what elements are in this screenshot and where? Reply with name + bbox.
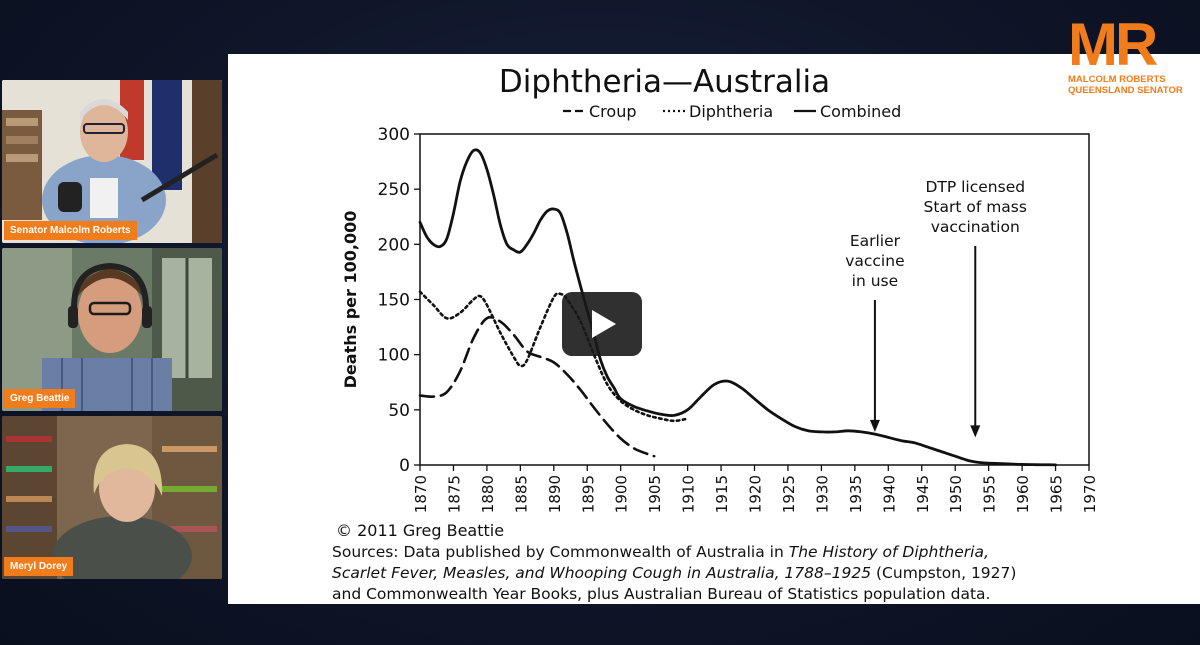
x-tick-label: 1935 <box>847 475 865 513</box>
y-axis-label: Deaths per 100,000 <box>341 211 360 389</box>
chart-source-line: and Commonwealth Year Books, plus Austra… <box>332 585 990 603</box>
y-tick-label: 50 <box>388 401 410 421</box>
y-tick-label: 200 <box>378 235 410 255</box>
x-tick-label: 1920 <box>747 475 765 513</box>
y-tick-label: 250 <box>378 180 410 200</box>
series-line-croup <box>418 315 656 458</box>
shared-slide: Diphtheria—Australia Croup Diphtheria Combi… <box>228 54 1200 604</box>
participant-name-tag: Greg Beattie <box>4 389 76 408</box>
chart-source-line: Scarlet Fever, Measles, and Whooping Cou… <box>332 564 1016 582</box>
logo-line-1: MALCOLM ROBERTS <box>1068 74 1166 85</box>
video-tile-meryl[interactable]: Meryl Dorey <box>2 416 222 579</box>
legend-label: Diphtheria <box>689 102 773 121</box>
x-tick-label: 1870 <box>412 475 430 513</box>
legend-label: Croup <box>589 102 636 121</box>
participant-video <box>2 416 222 579</box>
logo-letters: MR <box>1068 11 1158 78</box>
annotation-text: vaccination <box>931 218 1020 236</box>
annotation-text: Start of mass <box>924 198 1027 216</box>
annotation-text: DTP licensed <box>925 178 1025 196</box>
annotation-arrowhead <box>869 419 880 432</box>
x-tick-label: 1875 <box>445 475 463 513</box>
annotation-text: vaccine <box>845 252 904 270</box>
participant-name-tag: Senator Malcolm Roberts <box>4 221 137 240</box>
x-tick-label: 1960 <box>1014 475 1032 513</box>
x-tick-label: 1915 <box>713 475 731 513</box>
x-tick-label: 1885 <box>512 475 530 513</box>
video-tile-senator[interactable]: Senator Malcolm Roberts <box>2 80 222 243</box>
chart-source-line: Sources: Data published by Commonwealth … <box>332 543 989 561</box>
annotation-arrowhead <box>970 425 981 438</box>
y-tick-label: 0 <box>399 456 410 476</box>
video-tile-greg[interactable]: Greg Beattie <box>2 248 222 411</box>
x-tick-label: 1930 <box>813 475 831 513</box>
x-tick-label: 1945 <box>914 475 932 513</box>
legend-label: Combined <box>820 102 901 121</box>
x-tick-label: 1910 <box>680 475 698 513</box>
chart-credit: © 2011 Greg Beattie <box>336 521 504 540</box>
x-tick-label: 1965 <box>1048 475 1066 513</box>
x-tick-label: 1940 <box>880 475 898 513</box>
x-tick-label: 1970 <box>1081 475 1099 513</box>
x-tick-label: 1950 <box>947 475 965 513</box>
participant-video <box>2 80 222 243</box>
annotation-text: Earlier <box>850 232 901 250</box>
play-icon <box>592 310 616 338</box>
series-line-combined <box>418 148 1057 467</box>
x-tick-label: 1955 <box>981 475 999 513</box>
participant-video <box>2 248 222 411</box>
play-button[interactable] <box>562 292 642 356</box>
x-tick-label: 1925 <box>780 475 798 513</box>
series-line-diphtheria <box>418 290 689 423</box>
x-tick-label: 1890 <box>546 475 564 513</box>
chart-title: Diphtheria—Australia <box>499 64 830 100</box>
y-tick-label: 300 <box>378 125 410 145</box>
participant-name-tag: Meryl Dorey <box>4 557 74 576</box>
x-tick-label: 1895 <box>579 475 597 513</box>
diphtheria-chart: Diphtheria—Australia Croup Diphtheria Combi… <box>332 64 1099 603</box>
y-tick-label: 150 <box>378 291 410 311</box>
logo-line-2: QUEENSLAND SENATOR <box>1068 85 1183 96</box>
x-tick-label: 1900 <box>613 475 631 513</box>
y-tick-label: 100 <box>378 346 410 366</box>
annotation-text: in use <box>852 272 899 290</box>
x-tick-label: 1880 <box>479 475 497 513</box>
senator-logo: MR MALCOLM ROBERTS QUEENSLAND SENATOR <box>1068 11 1200 120</box>
x-tick-label: 1905 <box>646 475 664 513</box>
